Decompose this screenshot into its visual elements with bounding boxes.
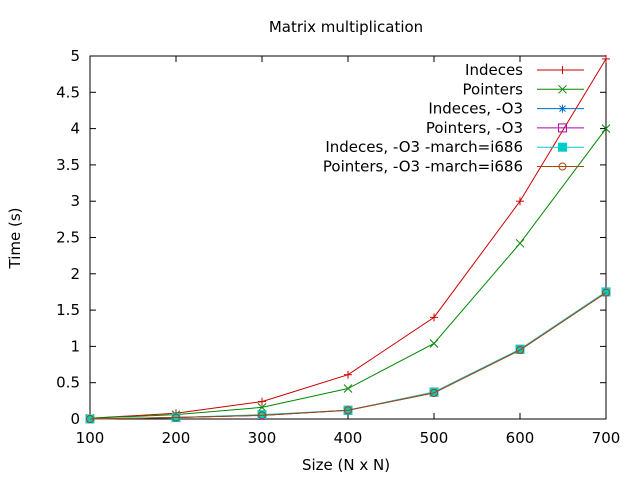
ticks-layer: 100 200 300 400 500 600 700 0 0.5 1 1.5 2 2.5 3 3.5 4 4.…: [56, 47, 620, 447]
y-tick-label: 0: [70, 410, 80, 428]
series-line: [89, 292, 607, 420]
series-line: [89, 291, 607, 420]
y-tick-label: 0.5: [56, 374, 80, 392]
x-tick-label: 500: [420, 429, 449, 447]
y-tick-label: 1: [70, 337, 80, 355]
data-point: [343, 384, 353, 393]
legend-item: Pointers, -O3 -march=i686: [323, 158, 584, 176]
legend-marker: [558, 84, 567, 94]
data-point: [257, 403, 267, 412]
y-tick-label: 5: [70, 47, 80, 65]
legend-marker: [558, 66, 567, 74]
data-point: [258, 411, 266, 420]
x-tick-label: 400: [334, 429, 363, 447]
legend-label: Pointers, -O3: [426, 119, 523, 137]
series-line: [89, 58, 607, 419]
x-tick-label: 600: [506, 429, 535, 447]
data-point: [602, 54, 610, 63]
data-point: [601, 124, 611, 133]
series-line: [89, 291, 607, 420]
legend-label: Pointers: [463, 80, 524, 98]
data-point: [516, 197, 524, 206]
x-tick-label: 300: [248, 429, 277, 447]
data-point: [430, 313, 438, 322]
series-6: [86, 288, 610, 423]
legend-label: Indeces, -O3: [428, 100, 523, 118]
data-point: [344, 370, 352, 379]
y-tick-label: 2.5: [56, 229, 80, 247]
y-tick-label: 4.5: [56, 83, 80, 101]
x-tick-label: 700: [592, 429, 621, 447]
legend-marker: [558, 162, 567, 171]
series-5: [85, 287, 611, 424]
x-tick-label: 200: [162, 429, 191, 447]
chart-title: Matrix multiplication: [269, 18, 423, 36]
x-axis-label: Size (N x N): [302, 456, 390, 474]
y-tick-label: 4: [70, 120, 80, 138]
plot-border: [89, 55, 607, 420]
legend-label: Indeces: [465, 61, 523, 79]
data-point: [602, 288, 610, 297]
data-point: [516, 346, 524, 355]
data-point: [430, 388, 438, 397]
legend-item: Indeces: [465, 61, 584, 79]
y-tick-label: 3.5: [56, 156, 80, 174]
plot-frame: [89, 55, 607, 420]
legend-label: Indeces, -O3 -march=i686: [325, 138, 523, 156]
series-line: [89, 292, 607, 420]
data-point: [172, 413, 180, 422]
legend-marker: [558, 123, 567, 133]
series-layer: [85, 54, 611, 424]
series-4: [85, 287, 611, 424]
series-1: [86, 54, 610, 423]
series-3: [86, 288, 610, 423]
y-tick-label: 1.5: [56, 301, 80, 319]
legend-item: Indeces, -O3: [428, 100, 584, 118]
data-point: [344, 406, 352, 415]
legend-item: Pointers: [463, 80, 584, 98]
legend-item: Indeces, -O3 -march=i686: [325, 138, 584, 156]
data-point: [258, 397, 266, 406]
data-point: [515, 238, 525, 248]
y-tick-label: 2: [70, 265, 80, 283]
legend-marker: [558, 104, 567, 113]
x-tick-label: 100: [76, 429, 105, 447]
data-point: [429, 339, 439, 348]
legend-marker: [558, 142, 567, 152]
y-tick-label: 3: [70, 192, 80, 210]
data-point: [86, 415, 94, 423]
y-axis-label: Time (s): [6, 208, 24, 270]
legend-label: Pointers, -O3 -march=i686: [323, 158, 523, 176]
legend-item: Pointers, -O3: [426, 119, 584, 137]
